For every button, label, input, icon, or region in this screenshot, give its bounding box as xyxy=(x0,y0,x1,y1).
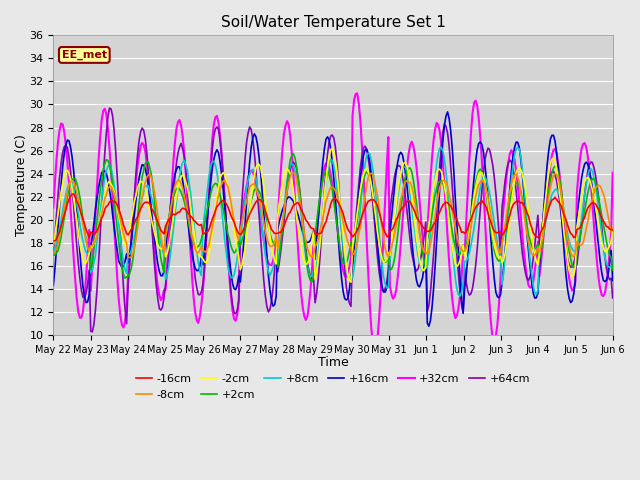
+8cm xyxy=(609,266,616,272)
+32cm xyxy=(371,347,378,352)
+8cm xyxy=(235,242,243,248)
-8cm xyxy=(581,234,589,240)
+32cm xyxy=(294,245,302,251)
-2cm xyxy=(216,176,224,181)
+8cm xyxy=(581,192,589,198)
+16cm xyxy=(294,212,302,217)
+64cm xyxy=(121,306,129,312)
+32cm xyxy=(609,170,616,176)
+16cm xyxy=(235,273,243,279)
+2cm xyxy=(609,267,616,273)
+16cm xyxy=(216,159,224,165)
-8cm xyxy=(609,226,616,232)
+16cm xyxy=(118,264,125,270)
+16cm xyxy=(244,178,252,183)
-16cm xyxy=(581,215,589,220)
-8cm xyxy=(218,181,225,187)
+2cm xyxy=(49,252,57,258)
+2cm xyxy=(235,238,243,243)
+32cm xyxy=(244,175,252,181)
+64cm xyxy=(49,252,57,258)
+8cm xyxy=(118,248,125,253)
Title: Soil/Water Temperature Set 1: Soil/Water Temperature Set 1 xyxy=(221,15,445,30)
Legend: -16cm, -8cm, -2cm, +2cm, +8cm, +16cm, +32cm, +64cm: -16cm, -8cm, -2cm, +2cm, +8cm, +16cm, +3… xyxy=(131,370,534,404)
-16cm xyxy=(121,226,129,232)
Line: -8cm: -8cm xyxy=(53,173,612,258)
Line: +32cm: +32cm xyxy=(53,93,612,349)
+16cm xyxy=(425,324,433,329)
+2cm xyxy=(118,264,125,270)
+64cm xyxy=(220,173,227,179)
+8cm xyxy=(438,144,445,150)
Text: EE_met: EE_met xyxy=(61,50,107,60)
-16cm xyxy=(609,227,616,233)
+32cm xyxy=(216,132,224,138)
-2cm xyxy=(609,227,616,233)
-8cm xyxy=(289,170,297,176)
+64cm xyxy=(238,199,246,205)
+2cm xyxy=(244,213,252,219)
-8cm xyxy=(297,207,305,213)
-2cm xyxy=(581,179,589,184)
+64cm xyxy=(106,105,113,111)
+32cm xyxy=(49,204,57,210)
X-axis label: Time: Time xyxy=(317,356,348,369)
-16cm xyxy=(220,198,227,204)
+16cm xyxy=(444,109,451,115)
-2cm xyxy=(49,243,57,249)
+8cm xyxy=(216,192,224,198)
+16cm xyxy=(609,278,616,284)
+64cm xyxy=(297,200,305,205)
-8cm xyxy=(49,251,57,256)
+64cm xyxy=(88,329,96,335)
+8cm xyxy=(294,186,302,192)
+8cm xyxy=(49,250,57,255)
Y-axis label: Temperature (C): Temperature (C) xyxy=(15,134,28,236)
+8cm xyxy=(456,293,464,299)
+32cm xyxy=(235,300,243,305)
+32cm xyxy=(118,322,125,328)
-8cm xyxy=(237,227,244,232)
+32cm xyxy=(353,90,361,96)
+64cm xyxy=(609,295,616,301)
-8cm xyxy=(118,224,125,229)
+2cm xyxy=(216,192,224,198)
+64cm xyxy=(248,127,255,132)
+16cm xyxy=(581,161,589,167)
-2cm xyxy=(347,279,355,285)
-8cm xyxy=(126,255,134,261)
-16cm xyxy=(70,191,77,197)
-16cm xyxy=(238,230,246,236)
-16cm xyxy=(49,238,57,244)
Line: -2cm: -2cm xyxy=(53,149,612,282)
-8cm xyxy=(246,184,253,190)
Line: +8cm: +8cm xyxy=(53,147,612,296)
+2cm xyxy=(581,208,589,214)
+64cm xyxy=(581,192,589,198)
+32cm xyxy=(581,140,589,146)
+2cm xyxy=(308,279,316,285)
-2cm xyxy=(244,221,252,227)
+16cm xyxy=(49,282,57,288)
-2cm xyxy=(294,224,302,230)
Line: +16cm: +16cm xyxy=(53,112,612,326)
-16cm xyxy=(297,207,305,213)
+2cm xyxy=(296,187,303,192)
-16cm xyxy=(248,208,255,214)
Line: +2cm: +2cm xyxy=(53,154,612,282)
-16cm xyxy=(51,238,59,244)
+8cm xyxy=(244,177,252,183)
-2cm xyxy=(235,254,243,260)
+2cm xyxy=(289,151,297,156)
-2cm xyxy=(328,146,336,152)
Line: +64cm: +64cm xyxy=(53,108,612,332)
-2cm xyxy=(118,230,125,236)
Line: -16cm: -16cm xyxy=(53,194,612,241)
